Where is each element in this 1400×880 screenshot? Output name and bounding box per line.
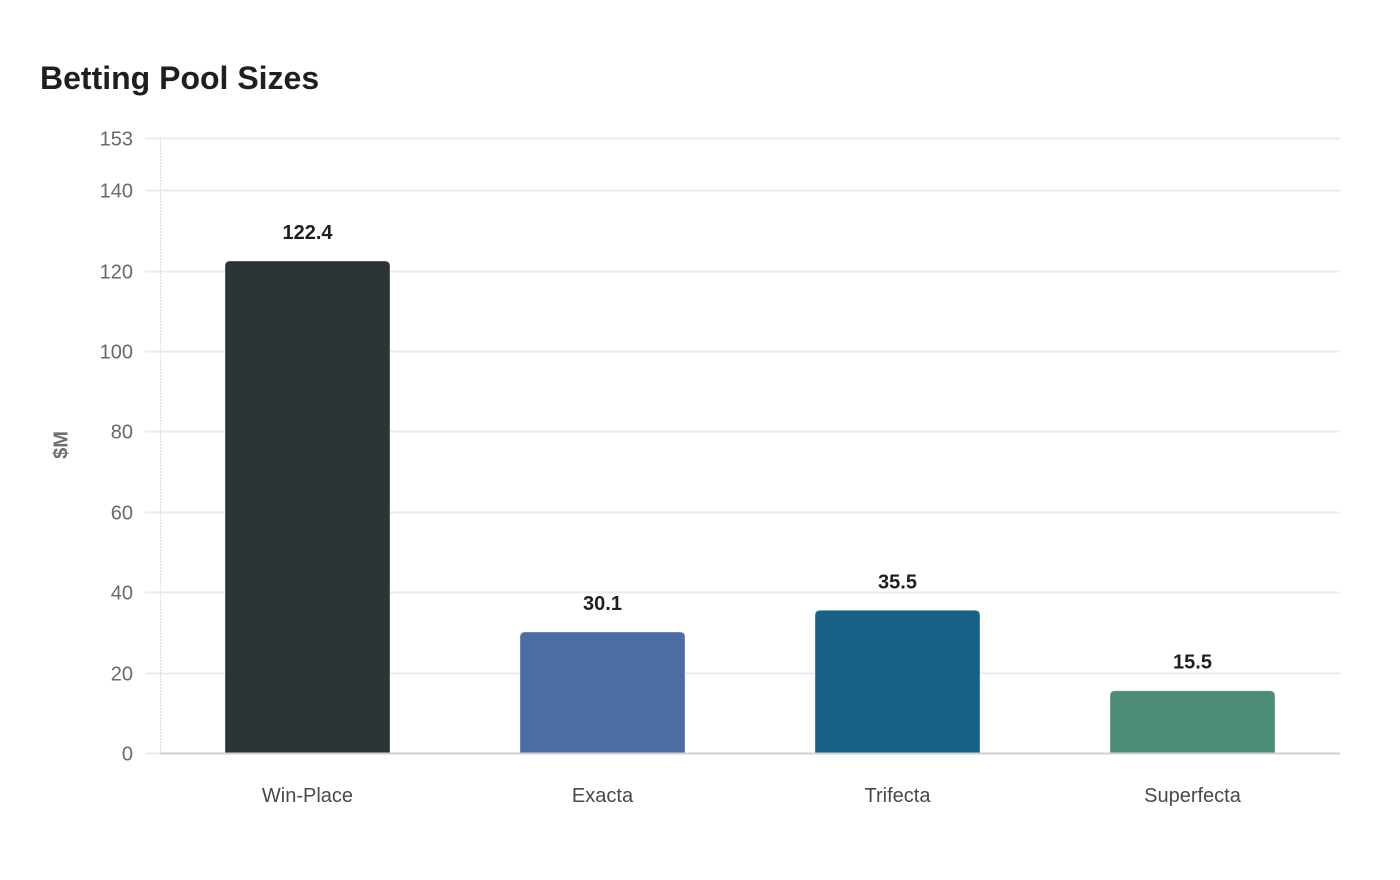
bars: 122.4 30.1 35.5 15.5 — [224, 222, 1276, 754]
x-tick-label: Trifecta — [865, 785, 932, 807]
x-tick-label: Exacta — [572, 785, 634, 807]
chart-title: Betting Pool Sizes — [40, 60, 320, 96]
bar-exacta[interactable] — [519, 631, 686, 754]
y-tick-label: 0 — [122, 744, 133, 766]
y-tick-label: 153 — [100, 129, 133, 151]
y-tick-label: 100 — [100, 342, 133, 364]
bar-value-label: 35.5 — [878, 571, 917, 593]
x-tick-label: Win-Place — [262, 785, 353, 807]
y-tick-label: 20 — [111, 664, 133, 686]
bar-value-label: 122.4 — [282, 222, 333, 244]
bar-value-label: 30.1 — [583, 593, 622, 615]
y-tick-label: 60 — [111, 503, 133, 525]
y-tick-label: 140 — [100, 181, 133, 203]
y-axis-ticks: 0 20 40 60 80 100 120 140 153 — [100, 129, 133, 766]
bar-superfecta[interactable] — [1109, 690, 1276, 754]
bar-trifecta[interactable] — [814, 609, 981, 754]
x-axis-ticks: Win-Place Exacta Trifecta Superfecta — [262, 785, 1242, 807]
y-tick-label: 80 — [111, 422, 133, 444]
x-tick-label: Superfecta — [1144, 785, 1242, 807]
bar-win-place[interactable] — [224, 260, 391, 754]
y-tick-label: 120 — [100, 262, 133, 284]
bar-value-label: 15.5 — [1173, 652, 1212, 674]
y-tick-label: 40 — [111, 583, 133, 605]
